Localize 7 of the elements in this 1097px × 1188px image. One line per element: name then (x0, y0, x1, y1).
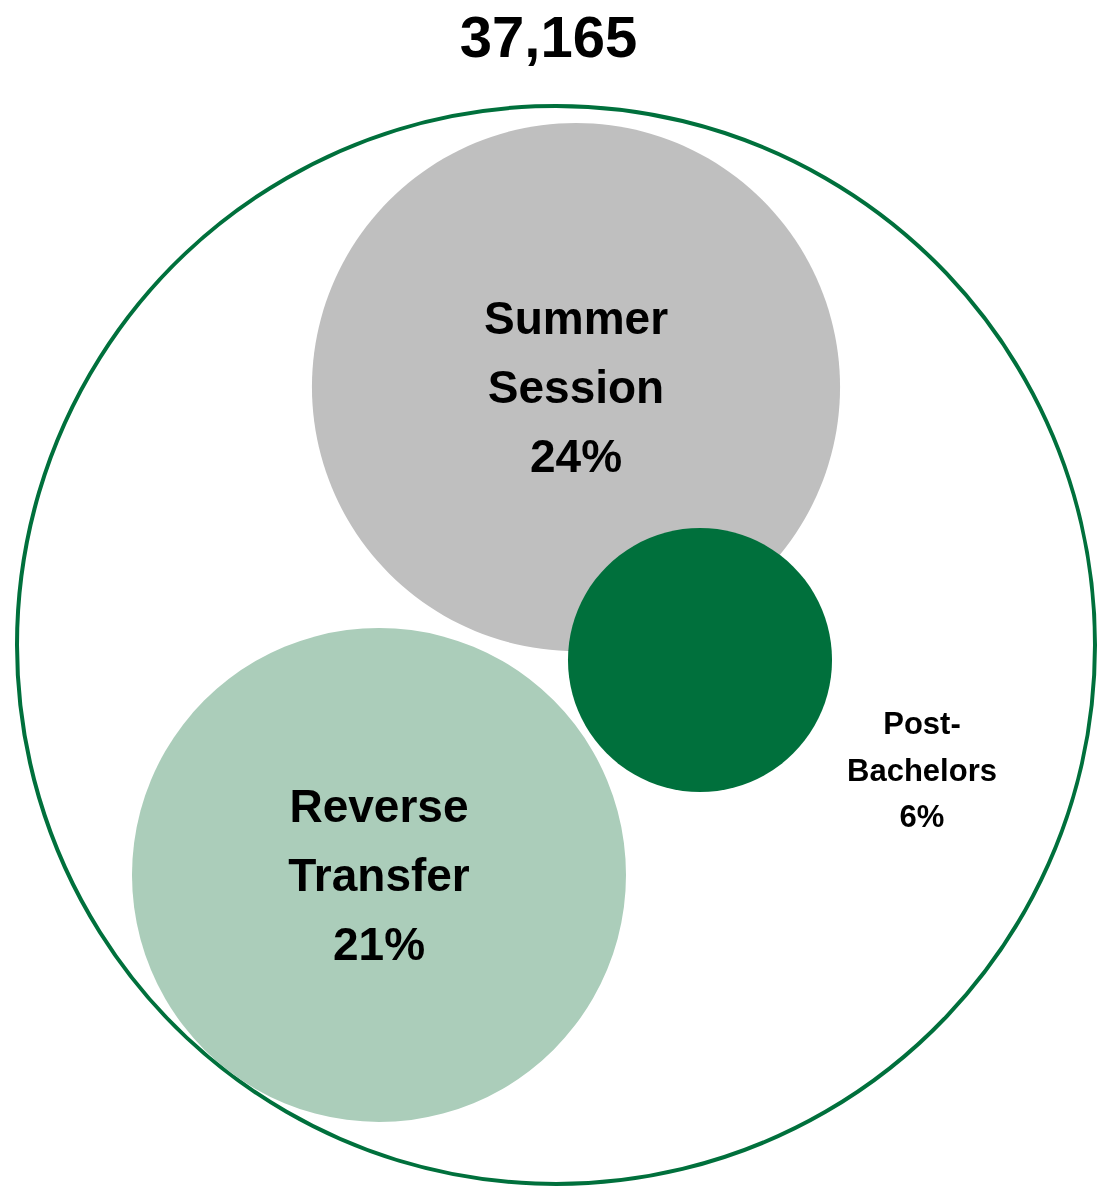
category-label: Summer Session (483, 292, 669, 413)
text: 37,165 (459, 3, 638, 69)
data-label: 6% (899, 799, 945, 834)
data-label: 24% (529, 430, 623, 482)
category-label: Reverse Transfer (288, 780, 470, 901)
category-label: Post-Bachelors (847, 706, 997, 788)
data-label: 21% (332, 918, 426, 970)
